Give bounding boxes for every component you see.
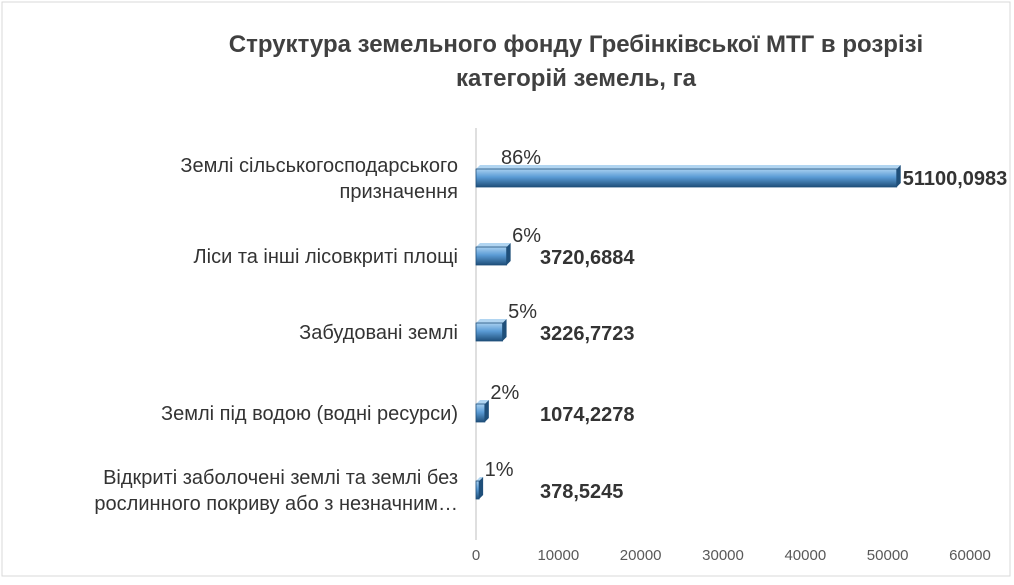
x-tick-label: 60000 — [949, 547, 991, 564]
bar-top-face — [476, 319, 507, 323]
bar-group — [475, 319, 507, 342]
x-tick-label: 30000 — [702, 547, 744, 564]
bar-group — [475, 165, 901, 188]
value-label: 378,5245 — [540, 481, 623, 503]
bar — [475, 403, 486, 423]
bar-top-face — [476, 400, 489, 404]
category-label: призначення — [340, 181, 459, 203]
percent-label: 1% — [485, 459, 514, 481]
chart-title-line: Структура земельного фонду Гребінківсько… — [229, 31, 923, 58]
bar-side-face — [506, 243, 511, 265]
category-label: Відкриті заболочені землі та землі без — [103, 467, 458, 489]
bar-side-face — [484, 400, 489, 422]
bar-side-face — [479, 477, 484, 499]
chart-title: Структура земельного фонду Гребінківсько… — [229, 31, 923, 92]
value-label: 3720,6884 — [540, 247, 635, 269]
bar-side-face — [502, 319, 507, 341]
bar-top-face — [476, 243, 511, 247]
x-tick-label: 40000 — [784, 547, 826, 564]
bar — [475, 168, 898, 188]
bar-side-face — [896, 165, 901, 187]
x-tick-label: 50000 — [867, 547, 909, 564]
value-label: 1074,2278 — [540, 404, 635, 426]
percent-label: 86% — [501, 147, 541, 169]
category-label: Землі сільськогосподарського — [180, 155, 458, 177]
bar — [475, 322, 503, 342]
value-label: 3226,7723 — [540, 323, 635, 345]
bars: 86% 51100,0983 6%3720,6884 5%3226,7723 2% 107… — [475, 147, 1008, 503]
percent-label: 5% — [508, 301, 537, 323]
category-labels: Землі сільськогосподарського призначення Л… — [94, 155, 458, 515]
x-axis: 0 10000 20000 30000 40000 50000 60000 — [472, 128, 991, 564]
bar — [475, 246, 508, 266]
category-label: Землі під водою (водні ресурси) — [161, 403, 458, 425]
chart-title-line: категорій земель, га — [456, 65, 697, 92]
percent-label: 6% — [512, 225, 541, 247]
bar-group — [475, 243, 511, 266]
category-label: Забудовані землі — [299, 322, 458, 344]
value-label: 51100,0983 — [903, 168, 1008, 190]
x-tick-label: 10000 — [537, 547, 579, 564]
bar-group — [475, 477, 484, 500]
bar-group — [475, 400, 489, 423]
category-label: Ліси та інші лісовкриті площі — [194, 246, 458, 268]
percent-label: 2% — [490, 382, 519, 404]
x-tick-label: 0 — [472, 547, 480, 564]
category-label: рослинного покриву або з незначним… — [94, 493, 458, 515]
bar-top-face — [476, 477, 484, 481]
bar-top-face — [476, 165, 901, 169]
bar — [475, 480, 480, 500]
x-tick-label: 20000 — [620, 547, 662, 564]
